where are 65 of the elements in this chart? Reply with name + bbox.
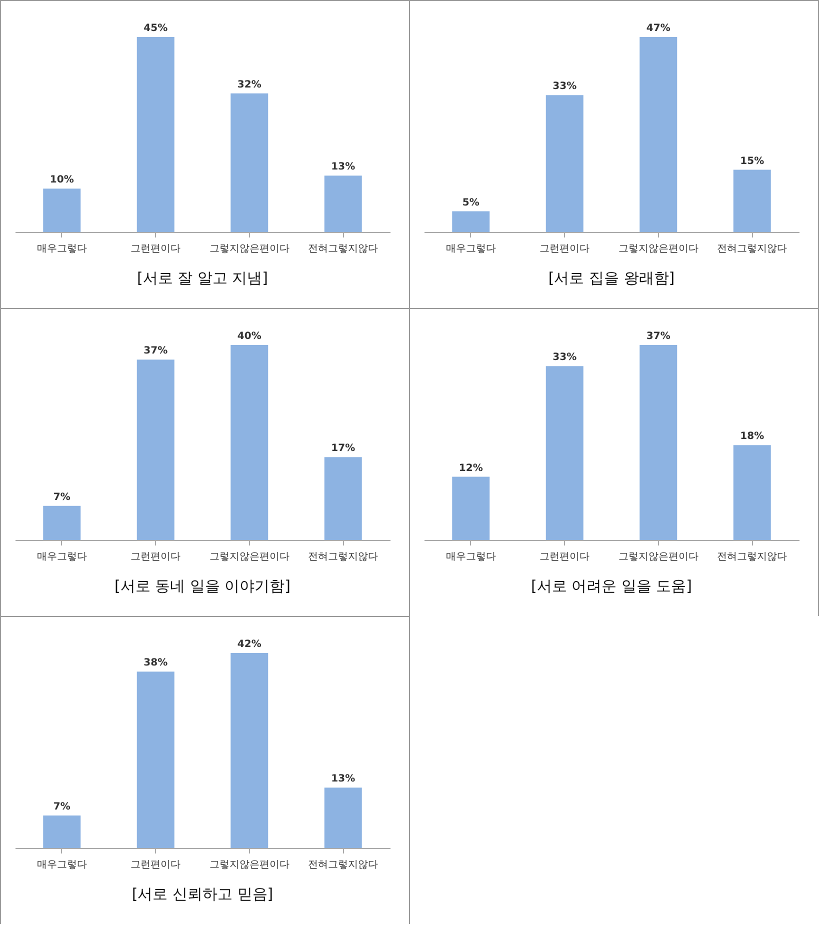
bar	[136, 37, 174, 232]
x-tick-label: 그런편이다	[130, 244, 181, 254]
x-tick-label: 그런편이다	[130, 552, 181, 562]
x-tick-label: 전혀그렇지않다	[308, 552, 378, 562]
x-tick-label: 그런편이다	[540, 552, 590, 562]
x-tick-label: 매우그렇다	[36, 552, 87, 562]
text: [서로 잘 알고 지냄]	[136, 269, 268, 287]
bar	[546, 366, 584, 540]
data-label: 37%	[144, 346, 168, 357]
bar	[733, 445, 771, 540]
bar	[546, 95, 584, 232]
data-label: 7%	[53, 802, 70, 812]
bar	[324, 788, 362, 848]
x-tick-label: 전혀그렇지않다	[717, 244, 788, 254]
data-label: 38%	[144, 658, 168, 669]
bar	[230, 653, 268, 848]
data-label: 18%	[740, 431, 764, 442]
data-label: 33%	[552, 352, 577, 364]
data-label: 42%	[237, 639, 262, 650]
x-tick-label: 그렇지않은편이다	[618, 552, 698, 562]
bar	[640, 37, 678, 232]
text: [서로 신뢰하고 믿음]	[132, 885, 274, 903]
x-tick-label: 전혀그렇지않다	[717, 552, 788, 562]
bar	[452, 211, 490, 232]
bar	[43, 188, 81, 232]
data-label: 12%	[458, 462, 483, 474]
bar	[452, 476, 490, 540]
data-label: 45%	[144, 23, 168, 34]
data-label: 33%	[552, 81, 577, 92]
data-label: 13%	[331, 774, 356, 785]
bar	[43, 816, 81, 848]
x-tick-label: 전혀그렇지않다	[308, 860, 378, 870]
x-tick-label: 그렇지않은편이다	[209, 552, 290, 562]
bar	[230, 345, 268, 540]
bar	[733, 170, 771, 232]
data-label: 13%	[331, 162, 356, 173]
x-tick-label: 매우그렇다	[446, 552, 496, 562]
x-tick-label: 그렇지않은편이다	[209, 860, 290, 870]
x-tick-label: 매우그렇다	[446, 244, 496, 254]
data-label: 47%	[646, 23, 670, 34]
bar	[324, 457, 362, 540]
x-tick-label: 매우그렇다	[36, 860, 87, 870]
bar	[136, 360, 174, 540]
x-tick-label: 그렇지않은편이다	[209, 244, 290, 254]
bar	[324, 176, 362, 232]
data-label: 40%	[237, 331, 262, 342]
text: [서로 집을 왕래함]	[548, 269, 675, 287]
bar	[136, 672, 174, 848]
text: [서로 동네 일을 이야기함]	[114, 577, 291, 595]
data-label: 7%	[53, 492, 70, 503]
text: [서로 어려운 일을 도움]	[530, 577, 692, 595]
data-label: 15%	[740, 156, 764, 167]
x-tick-label: 매우그렇다	[36, 244, 87, 254]
x-tick-label: 그런편이다	[130, 860, 181, 870]
x-tick-label: 그런편이다	[540, 244, 590, 254]
data-label: 37%	[646, 331, 670, 342]
data-label: 17%	[331, 443, 356, 454]
x-tick-label: 전혀그렇지않다	[308, 244, 378, 254]
bar	[230, 93, 268, 232]
data-label: 32%	[237, 79, 262, 90]
bar	[640, 345, 678, 540]
x-tick-label: 그렇지않은편이다	[618, 244, 698, 254]
bar	[43, 506, 81, 540]
data-label: 10%	[50, 174, 74, 186]
data-label: 5%	[462, 197, 480, 208]
